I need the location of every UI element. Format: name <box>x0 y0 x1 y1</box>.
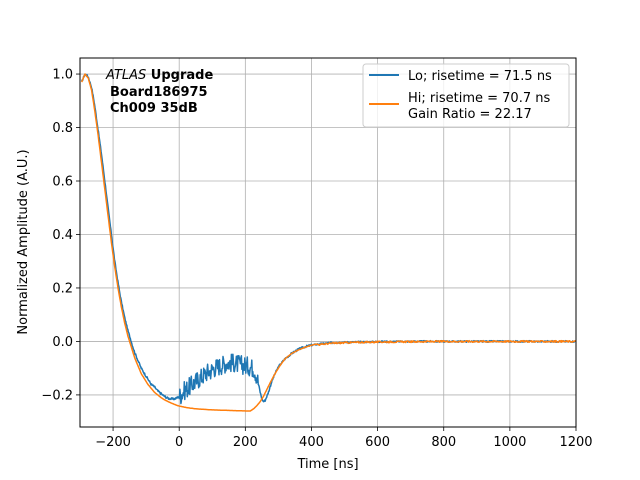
x-tick-label: −200 <box>95 435 131 450</box>
y-tick-label: 0.2 <box>52 281 73 296</box>
legend-label-hi: Hi; risetime = 70.7 ns Gain Ratio = 22.1… <box>408 91 554 122</box>
annotation-upgrade: Upgrade <box>146 68 213 83</box>
x-tick-label: 400 <box>299 435 324 450</box>
ticks: −200 0 200 400 600 800 1000 1200 −0.2 0.0 0.2 0.4 0.… <box>41 68 592 450</box>
y-tick-label: 0.0 <box>52 335 73 350</box>
legend-label-lo: Lo; risetime = 71.5 ns <box>408 69 552 84</box>
annotation-atlas: ATLAS <box>105 68 146 83</box>
y-tick-label: 1.0 <box>52 68 73 83</box>
legend-box <box>362 63 570 128</box>
annotation-line-1: ATLAS Upgrade <box>105 68 213 83</box>
y-tick-label: −0.2 <box>41 388 73 403</box>
series-layer <box>80 73 576 412</box>
x-tick-label: 800 <box>431 435 456 450</box>
x-tick-label: 200 <box>233 435 258 450</box>
series-line-hi <box>80 73 576 412</box>
y-tick-label: 0.4 <box>52 228 73 243</box>
annotation: ATLAS Upgrade Board186975 Ch009 35dB <box>105 68 213 116</box>
annotation-line-3: Ch009 35dB <box>110 101 198 116</box>
x-axis-title: Time [ns] <box>296 457 358 472</box>
annotation-line-2: Board186975 <box>110 85 208 100</box>
y-tick-label: 0.8 <box>52 121 73 136</box>
legend-label-hi-line-2: Gain Ratio = 22.17 <box>408 107 532 122</box>
y-axis-title: Normalized Amplitude (A.U.) <box>16 149 31 334</box>
legend: Lo; risetime = 71.5 ns Hi; risetime = 70… <box>362 63 570 128</box>
x-tick-label: 1000 <box>493 435 526 450</box>
legend-label-hi-line-1: Hi; risetime = 70.7 ns <box>408 91 550 106</box>
plot-frame <box>79 57 577 428</box>
x-tick-label: 1200 <box>559 435 592 450</box>
x-tick-label: 0 <box>175 435 183 450</box>
x-tick-label: 600 <box>365 435 390 450</box>
y-tick-label: 0.6 <box>52 175 73 190</box>
